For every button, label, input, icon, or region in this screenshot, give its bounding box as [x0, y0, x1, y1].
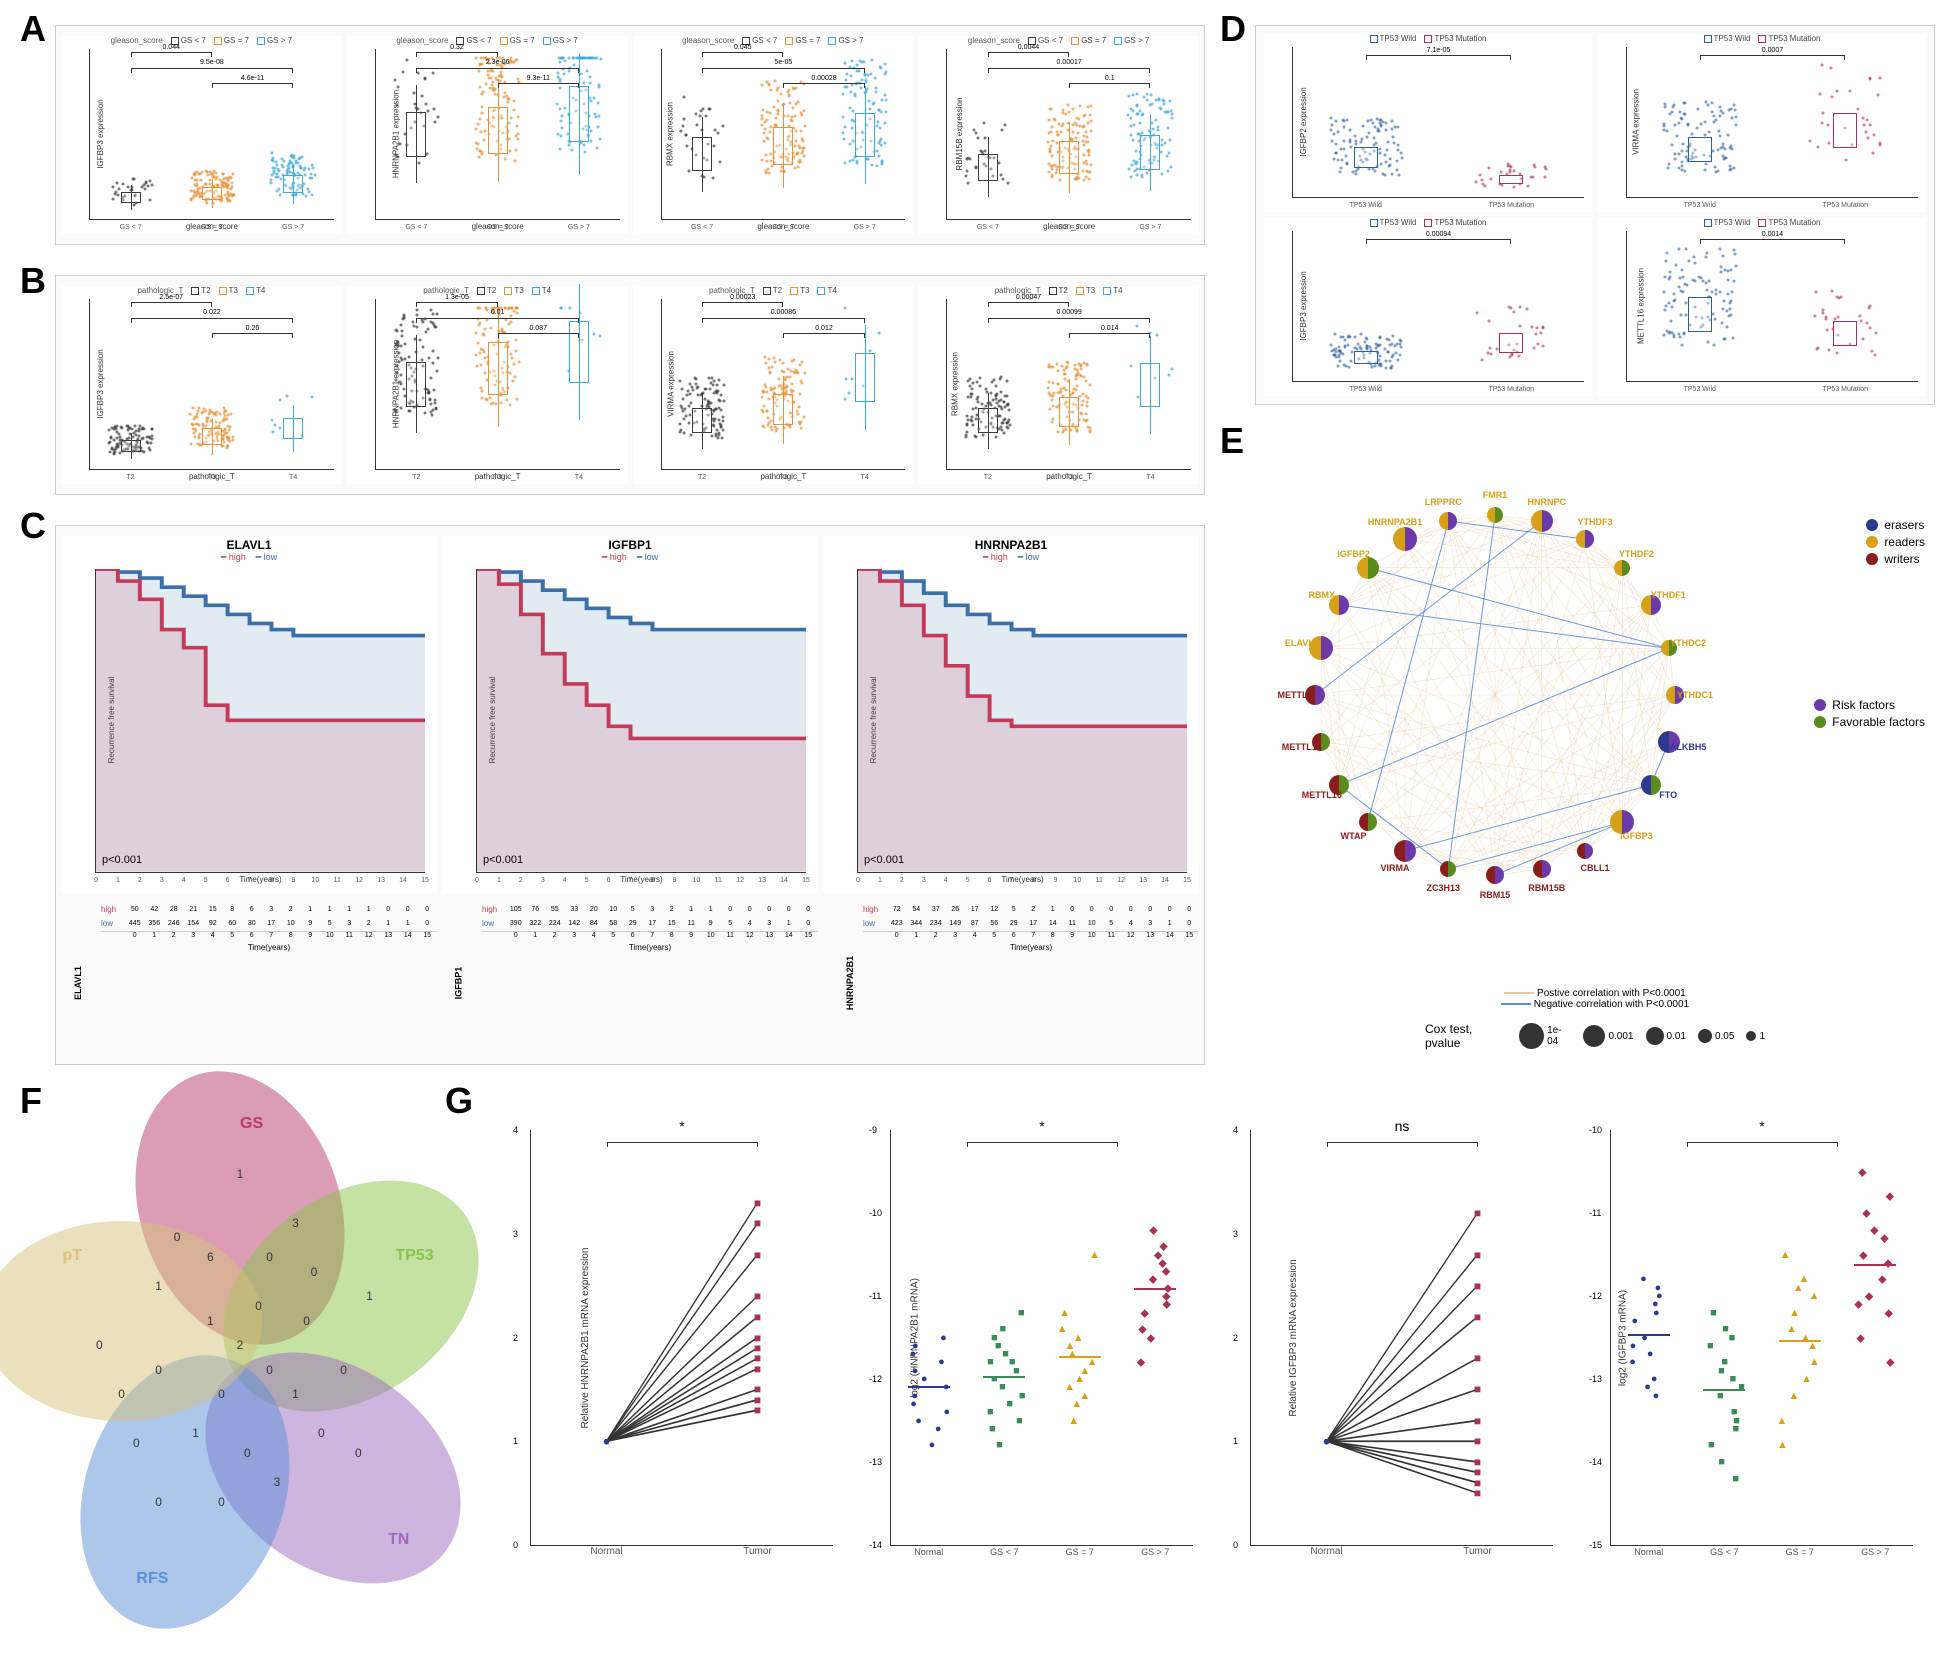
venn-count: 0: [155, 1495, 162, 1509]
venn-count: 6: [207, 1250, 214, 1264]
risk-table: HNRNPA2B1high7254372617125210000000low42…: [823, 903, 1199, 1064]
venn-label: TP53: [395, 1247, 433, 1265]
venn-count: 0: [133, 1436, 140, 1450]
venn-count: 3: [274, 1475, 281, 1489]
g-chart: Relative IGFBP3 mRNA expression●■●■●■●■●…: [1210, 1120, 1565, 1570]
box-scatter-chart: gleason_scoreGS < 7GS = 7GS > 7IGFBP3 ex…: [61, 36, 342, 234]
venn-count: 0: [318, 1426, 325, 1440]
venn-count: 0: [355, 1446, 362, 1460]
venn-count: 0: [118, 1387, 125, 1401]
panel-g: Relative HNRNPA2B1 mRNA expression●■●■●■…: [480, 1100, 1935, 1590]
g-chart: log2 (HNRNPA2B1 mRNA)●●●●●●●●●●●●●Normal…: [850, 1120, 1205, 1570]
venn-count: 0: [244, 1446, 251, 1460]
venn-count: 0: [255, 1299, 262, 1313]
box-scatter-chart: gleason_scoreGS < 7GS = 7GS > 7RBM15B ex…: [918, 36, 1199, 234]
g-chart: log2 (IGFBP3 mRNA)●●●●●●●●●●●●●Normal■■■…: [1570, 1120, 1925, 1570]
network-node: [1357, 557, 1379, 579]
venn-count: 0: [155, 1363, 162, 1377]
panel-a-label: A: [20, 8, 46, 50]
tp53-chart: TP53 WildTP53 MutationVIRMA expressionTP…: [1598, 34, 1926, 212]
g-chart: Relative HNRNPA2B1 mRNA expression●■●■●■…: [490, 1120, 845, 1570]
network-node: [1359, 813, 1377, 831]
box-scatter-chart: pathologic_TT2T3T4HNRNPA2B1 expressionpa…: [347, 286, 628, 484]
venn-count: 1: [366, 1289, 373, 1303]
panel-c: ELAVL1━ high━ lowRecurrence free surviva…: [55, 525, 1205, 1065]
panel-d: TP53 WildTP53 MutationIGFBP2 expressionT…: [1255, 25, 1935, 405]
venn-count: 0: [218, 1495, 225, 1509]
box-scatter-chart: gleason_scoreGS < 7GS = 7GS > 7RBMX expr…: [633, 36, 914, 234]
network-node: [1487, 507, 1503, 523]
box-scatter-chart: gleason_scoreGS < 7GS = 7GS > 7HNRNPA2B1…: [347, 36, 628, 234]
network-node: [1394, 840, 1416, 862]
box-scatter-chart: pathologic_TT2T3T4IGFBP3 expressionpatho…: [61, 286, 342, 484]
venn-count: 0: [303, 1314, 310, 1328]
venn-count: 2: [237, 1338, 244, 1352]
network-node: [1641, 775, 1661, 795]
panel-d-label: D: [1220, 8, 1246, 50]
network-node: [1577, 843, 1593, 859]
panel-b: pathologic_TT2T3T4IGFBP3 expressionpatho…: [55, 275, 1205, 495]
venn-count: 0: [311, 1265, 318, 1279]
tp53-chart: TP53 WildTP53 MutationIGFBP3 expressionT…: [1264, 218, 1592, 396]
network-node: [1531, 510, 1553, 532]
km-plot: IGFBP1━ high━ lowRecurrence free surviva…: [442, 536, 818, 893]
risk-table: ELAVL1high504228211586321111000low445356…: [61, 903, 437, 1064]
venn-label: pT: [62, 1247, 82, 1265]
panel-e-label: E: [1220, 420, 1244, 462]
panel-c-label: C: [20, 505, 46, 547]
venn-count: 3: [292, 1216, 299, 1230]
panel-e: HNRNPCYTHDF3YTHDF2YTHDF1YTHDC2YTHDC1ALKB…: [1255, 435, 1935, 1065]
network-node: [1576, 530, 1594, 548]
panel-f-label: F: [20, 1080, 42, 1122]
network-node: [1533, 860, 1551, 878]
venn-count: 1: [292, 1387, 299, 1401]
panel-b-label: B: [20, 260, 46, 302]
box-scatter-chart: pathologic_TT2T3T4RBMX expressionpatholo…: [918, 286, 1199, 484]
panel-f: GSTP53TNRFSpT110000300030001600101010002: [55, 1100, 425, 1590]
venn-count: 0: [96, 1338, 103, 1352]
cox-size-legend: Cox test, pvalue1e-040.0010.010.051: [1425, 1022, 1765, 1050]
venn-count: 0: [266, 1363, 273, 1377]
tp53-chart: TP53 WildTP53 MutationMETTL16 expression…: [1598, 218, 1926, 396]
venn-label: TN: [388, 1531, 409, 1549]
correlation-legend: Postive correlation with P<0.0001 Negati…: [1501, 988, 1689, 1010]
factor-legend: Risk factorsFavorable factors: [1814, 695, 1925, 732]
km-plot: ELAVL1━ high━ lowRecurrence free surviva…: [61, 536, 437, 893]
venn-count: 0: [174, 1230, 181, 1244]
venn-count: 1: [192, 1426, 199, 1440]
network-node: [1486, 866, 1504, 884]
box-scatter-chart: pathologic_TT2T3T4VIRMA expressionpathol…: [633, 286, 914, 484]
panel-g-label: G: [445, 1080, 473, 1122]
category-legend: erasersreaderswriters: [1866, 515, 1925, 569]
venn-count: 1: [155, 1279, 162, 1293]
km-plot: HNRNPA2B1━ high━ lowRecurrence free surv…: [823, 536, 1199, 893]
venn-count: 1: [207, 1314, 214, 1328]
venn-count: 0: [218, 1387, 225, 1401]
venn-count: 0: [266, 1250, 273, 1264]
venn-count: 0: [340, 1363, 347, 1377]
venn-label: RFS: [136, 1570, 168, 1588]
panel-a: gleason_scoreGS < 7GS = 7GS > 7IGFBP3 ex…: [55, 25, 1205, 245]
network-node: [1393, 527, 1417, 551]
venn-label: GS: [240, 1115, 263, 1133]
tp53-chart: TP53 WildTP53 MutationIGFBP2 expressionT…: [1264, 34, 1592, 212]
venn-count: 1: [237, 1167, 244, 1181]
network-node: [1614, 560, 1630, 576]
risk-table: IGFBP1high10576553320105321100000low3903…: [442, 903, 818, 1064]
